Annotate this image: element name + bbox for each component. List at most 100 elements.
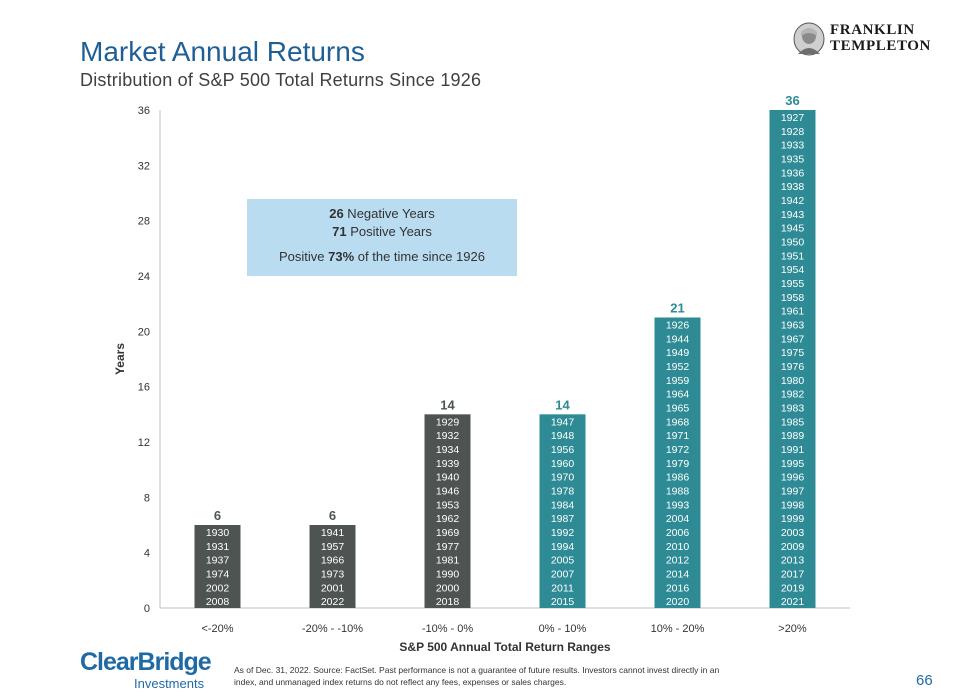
bar-year-label: 1947 <box>551 416 575 428</box>
bar-year-label: 2008 <box>206 596 230 608</box>
bar <box>769 110 816 608</box>
y-tick-label: 24 <box>138 271 150 283</box>
bar-year-label: 1999 <box>781 513 805 525</box>
page-number: 66 <box>916 672 933 689</box>
bar-year-label: 1940 <box>436 472 460 484</box>
bar-year-label: 2002 <box>206 582 230 594</box>
bar-year-label: 2009 <box>781 541 805 553</box>
footnote: As of Dec. 31, 2022. Source: FactSet. Pa… <box>234 665 720 687</box>
bar-year-label: 2001 <box>321 582 345 594</box>
bar-year-label: 1989 <box>781 430 805 442</box>
y-tick-label: 28 <box>138 216 150 228</box>
negative-count: 26 <box>329 206 343 221</box>
brand-wordmark: FRANKLIN TEMPLETON <box>830 22 931 54</box>
x-tick-label: -20% - -10% <box>302 623 363 635</box>
brand-line-1: FRANKLIN <box>830 22 915 38</box>
x-axis-label: S&P 500 Annual Total Return Ranges <box>399 640 610 654</box>
bar-year-label: 1961 <box>781 306 805 318</box>
bar-year-label: 1950 <box>781 236 805 248</box>
bar-year-label: 1994 <box>551 541 575 553</box>
bar-value-label: 14 <box>440 397 455 412</box>
franklin-portrait-icon <box>793 22 825 56</box>
bar-year-label: 1979 <box>666 458 690 470</box>
bar-year-label: 1973 <box>321 568 345 580</box>
bar-year-label: 1952 <box>666 361 690 373</box>
bar-group: 6193019311937197420022008619411957196619… <box>194 93 816 608</box>
bar-year-label: 2006 <box>666 527 690 539</box>
brand-line-2: TEMPLETON <box>830 38 931 54</box>
y-axis-label: Years <box>113 343 127 375</box>
bar-year-label: 1982 <box>781 389 805 401</box>
x-tick-label: -10% - 0% <box>422 623 474 635</box>
bar-year-label: 1956 <box>551 444 575 456</box>
clearbridge-name: ClearBridge <box>80 648 212 676</box>
bar-year-label: 1937 <box>206 555 230 567</box>
callout-positive: 71 Positive Years <box>332 224 432 239</box>
bar-year-label: 1929 <box>436 416 460 428</box>
bar <box>654 317 701 608</box>
bar-year-label: 2010 <box>666 541 690 553</box>
clearbridge-sub: Investments <box>134 676 205 691</box>
bar-year-label: 1968 <box>666 416 690 428</box>
x-tick-label: >20% <box>778 623 807 635</box>
y-tick-labels: 0 4 8 12 16 20 24 28 32 36 <box>138 105 150 615</box>
bar-year-label: 1931 <box>206 541 230 553</box>
bar-year-label: 1963 <box>781 319 805 331</box>
bar-year-label: 1981 <box>436 555 460 567</box>
bar-value-label: 6 <box>329 508 336 523</box>
bar-year-label: 1966 <box>321 555 345 567</box>
bar-year-label: 2015 <box>551 596 575 608</box>
bar-year-label: 1964 <box>666 389 690 401</box>
bar-year-label: 1959 <box>666 375 690 387</box>
bar-year-label: 1944 <box>666 333 690 345</box>
bar-year-label: 1984 <box>551 499 575 511</box>
bar-year-label: 1930 <box>206 527 230 539</box>
bar-year-label: 1953 <box>436 499 460 511</box>
bar-year-label: 1992 <box>551 527 575 539</box>
x-tick-label: 0% - 10% <box>539 623 587 635</box>
bar-year-label: 1995 <box>781 458 805 470</box>
y-tick-label: 32 <box>138 160 150 172</box>
bar-year-label: 2017 <box>781 568 805 580</box>
bar-year-label: 1955 <box>781 278 805 290</box>
bar-year-label: 1978 <box>551 485 575 497</box>
positive-count: 71 <box>332 224 346 239</box>
bar <box>309 525 356 608</box>
bar-year-label: 1965 <box>666 402 690 414</box>
bar-value-label: 36 <box>785 93 799 108</box>
bar-year-label: 1926 <box>666 319 690 331</box>
pct-suffix: of the time since 1926 <box>354 249 485 264</box>
bar <box>424 414 471 608</box>
franklin-templeton-logo: FRANKLIN TEMPLETON <box>792 20 942 56</box>
y-tick-label: 12 <box>138 437 150 449</box>
bar-year-label: 1962 <box>436 513 460 525</box>
bar-year-label: 1977 <box>436 541 460 553</box>
bar-year-label: 1997 <box>781 485 805 497</box>
y-tick-label: 8 <box>144 492 150 504</box>
bar-year-label: 1986 <box>666 472 690 484</box>
bar-year-label: 1998 <box>781 499 805 511</box>
bar-year-label: 1985 <box>781 416 805 428</box>
bar-year-label: 1936 <box>781 167 805 179</box>
callout-negative: 26 Negative Years <box>329 206 435 221</box>
bar-year-label: 1957 <box>321 541 345 553</box>
negative-label: Negative Years <box>344 206 436 221</box>
positive-label: Positive Years <box>347 224 433 239</box>
bar-year-label: 1969 <box>436 527 460 539</box>
bar-year-label: 1949 <box>666 347 690 359</box>
y-tick-label: 4 <box>144 548 150 560</box>
pct-value: 73% <box>328 249 354 264</box>
bar-year-label: 1927 <box>781 112 805 124</box>
bar-year-label: 1943 <box>781 209 805 221</box>
bar-year-label: 1951 <box>781 250 805 262</box>
bar-year-label: 1975 <box>781 347 805 359</box>
bar-year-label: 2013 <box>781 555 805 567</box>
bar-year-label: 1960 <box>551 458 575 470</box>
bar-year-label: 1980 <box>781 375 805 387</box>
bar-year-label: 2020 <box>666 596 690 608</box>
bar-year-label: 1983 <box>781 402 805 414</box>
bar-year-label: 2018 <box>436 596 460 608</box>
bar-year-label: 1935 <box>781 153 805 165</box>
bar-year-label: 1970 <box>551 472 575 484</box>
bar-year-label: 2011 <box>551 582 574 594</box>
